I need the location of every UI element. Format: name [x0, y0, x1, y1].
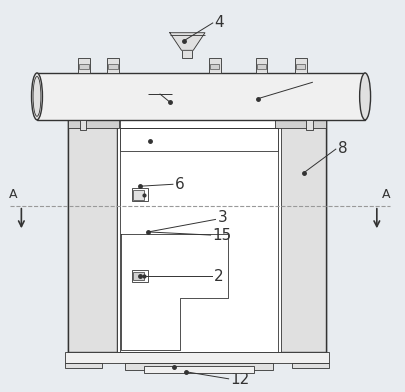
Bar [132, 270, 147, 282]
Bar [275, 120, 325, 128]
Bar [120, 128, 277, 151]
Text: 4: 4 [213, 15, 223, 31]
Bar [68, 120, 117, 352]
Bar [65, 363, 102, 368]
Bar [68, 120, 119, 128]
Bar [277, 120, 325, 352]
Bar [209, 64, 219, 69]
Bar [133, 190, 143, 200]
Bar [182, 50, 192, 58]
Bar [255, 58, 267, 73]
Bar [133, 272, 143, 280]
Bar [65, 352, 328, 363]
Bar [37, 73, 364, 120]
Text: 1: 1 [313, 75, 323, 90]
Bar [79, 120, 86, 130]
Bar [108, 64, 117, 69]
Ellipse shape [32, 73, 43, 120]
Text: 12: 12 [230, 372, 249, 387]
Bar [125, 363, 273, 370]
Text: A: A [382, 188, 390, 201]
Polygon shape [169, 33, 205, 50]
Bar [144, 365, 253, 372]
Bar [208, 58, 220, 73]
Text: 2: 2 [214, 269, 223, 284]
Text: 6: 6 [175, 177, 184, 192]
Text: 101: 101 [148, 78, 177, 93]
Bar [107, 58, 119, 73]
Bar [294, 58, 306, 73]
Text: 3: 3 [217, 210, 227, 225]
Ellipse shape [359, 73, 370, 120]
Bar [79, 64, 88, 69]
Bar [68, 120, 325, 352]
Text: 8: 8 [337, 141, 347, 156]
Bar [78, 58, 90, 73]
Bar [305, 120, 312, 130]
Bar [295, 64, 305, 69]
Bar [291, 363, 328, 368]
Text: 15: 15 [212, 229, 231, 243]
Bar [256, 64, 266, 69]
Text: A: A [9, 188, 17, 201]
Bar [117, 120, 280, 352]
Bar [132, 188, 147, 201]
